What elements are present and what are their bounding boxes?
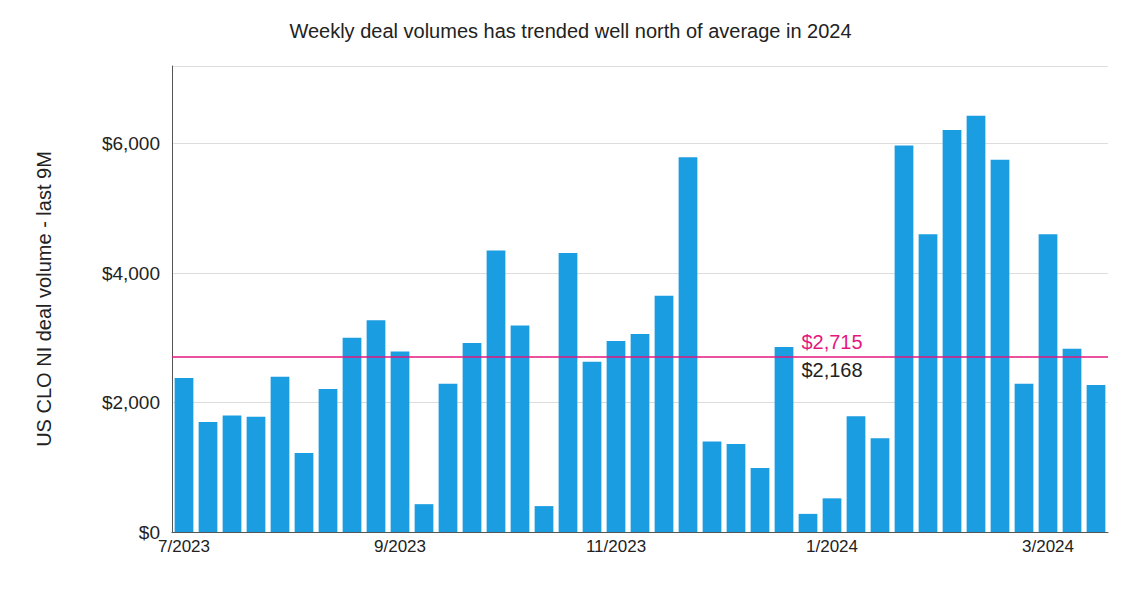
svg-text:$2,000: $2,000 xyxy=(102,392,160,413)
svg-text:$2,715: $2,715 xyxy=(801,331,862,353)
svg-text:$4,000: $4,000 xyxy=(102,263,160,284)
svg-text:1/2024: 1/2024 xyxy=(806,537,858,556)
svg-text:7/2023: 7/2023 xyxy=(158,537,210,556)
svg-text:3/2024: 3/2024 xyxy=(1022,537,1074,556)
svg-text:9/2023: 9/2023 xyxy=(374,537,426,556)
svg-text:Weekly deal volumes has trende: Weekly deal volumes has trended well nor… xyxy=(289,20,851,42)
svg-text:$6,000: $6,000 xyxy=(102,133,160,154)
svg-text:US CLO NI deal volume - last 9: US CLO NI deal volume - last 9M xyxy=(33,151,55,447)
svg-text:$2,168: $2,168 xyxy=(801,359,862,381)
svg-text:$0: $0 xyxy=(139,522,160,543)
svg-text:11/2023: 11/2023 xyxy=(586,537,646,556)
